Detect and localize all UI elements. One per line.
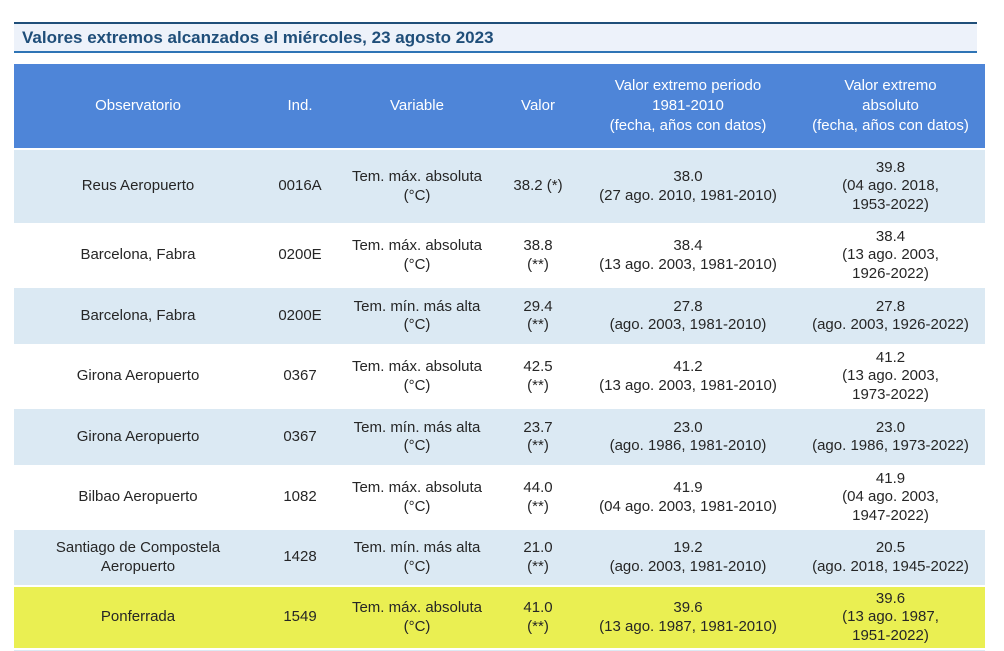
cell-valor-extremo-absoluto: 23.0 (ago. 1986, 1973-2022): [796, 409, 985, 465]
cell-valor: 42.5 (**): [496, 346, 580, 407]
cell-variable: Tem. mín. más alta (°C): [338, 530, 496, 585]
cell-observatorio: Reus Aeropuerto: [14, 150, 262, 223]
cell-valor-extremo-periodo: 39.6 (13 ago. 1987, 1981-2010): [580, 587, 796, 648]
extremes-table: Observatorio Ind. Variable Valor Valor e…: [14, 62, 985, 651]
col-header-variable: Variable: [338, 64, 496, 148]
table-row: Bilbao Aeropuerto 1082 Tem. máx. absolut…: [14, 467, 985, 528]
cell-valor-extremo-periodo: 41.2 (13 ago. 2003, 1981-2010): [580, 346, 796, 407]
cell-valor-extremo-absoluto: 20.5 (ago. 2018, 1945-2022): [796, 530, 985, 585]
col-header-valor-extremo-absoluto: Valor extremo absoluto (fecha, años con …: [796, 64, 985, 148]
cell-ind: 0200E: [262, 288, 338, 344]
cell-valor: 41.0 (**): [496, 587, 580, 648]
cell-valor-extremo-periodo: 38.0 (27 ago. 2010, 1981-2010): [580, 150, 796, 223]
col-header-valor-extremo-periodo: Valor extremo periodo 1981-2010 (fecha, …: [580, 64, 796, 148]
table-row: Santiago de Compostela Aeropuerto 1428 T…: [14, 530, 985, 585]
cell-variable: Tem. mín. más alta (°C): [338, 409, 496, 465]
col-header-valor: Valor: [496, 64, 580, 148]
cell-valor-extremo-absoluto: 27.8 (ago. 2003, 1926-2022): [796, 288, 985, 344]
cell-valor-extremo-absoluto: 41.2 (13 ago. 2003, 1973-2022): [796, 346, 985, 407]
table-row: Barcelona, Fabra 0200E Tem. máx. absolut…: [14, 225, 985, 286]
cell-valor: 21.0 (**): [496, 530, 580, 585]
cell-valor-extremo-absoluto: 41.9 (04 ago. 2003, 1947-2022): [796, 467, 985, 528]
table-row: Girona Aeropuerto 0367 Tem. mín. más alt…: [14, 409, 985, 465]
cell-observatorio: Ponferrada: [14, 587, 262, 648]
cell-ind: 0200E: [262, 225, 338, 286]
cell-observatorio: Santiago de Compostela Aeropuerto: [14, 530, 262, 585]
cell-variable: Tem. máx. absoluta (°C): [338, 467, 496, 528]
cell-valor: 29.4 (**): [496, 288, 580, 344]
cell-variable: Tem. máx. absoluta (°C): [338, 150, 496, 223]
cell-observatorio: Girona Aeropuerto: [14, 346, 262, 407]
cell-valor-extremo-periodo: 27.8 (ago. 2003, 1981-2010): [580, 288, 796, 344]
cell-ind: 0367: [262, 346, 338, 407]
cell-variable: Tem. máx. absoluta (°C): [338, 225, 496, 286]
cell-observatorio: Barcelona, Fabra: [14, 225, 262, 286]
cell-ind: 1428: [262, 530, 338, 585]
cell-valor-extremo-periodo: 19.2 (ago. 2003, 1981-2010): [580, 530, 796, 585]
col-header-ind: Ind.: [262, 64, 338, 148]
cell-valor-extremo-absoluto: 38.4 (13 ago. 2003, 1926-2022): [796, 225, 985, 286]
cell-variable: Tem. máx. absoluta (°C): [338, 346, 496, 407]
table-row: Girona Aeropuerto 0367 Tem. máx. absolut…: [14, 346, 985, 407]
cell-valor: 38.2 (*): [496, 150, 580, 223]
cell-valor-extremo-periodo: 23.0 (ago. 1986, 1981-2010): [580, 409, 796, 465]
cell-valor-extremo-absoluto: 39.8 (04 ago. 2018, 1953-2022): [796, 150, 985, 223]
cell-variable: Tem. mín. más alta (°C): [338, 288, 496, 344]
cell-observatorio: Girona Aeropuerto: [14, 409, 262, 465]
cell-observatorio: Barcelona, Fabra: [14, 288, 262, 344]
table-row: Reus Aeropuerto 0016A Tem. máx. absoluta…: [14, 150, 985, 223]
cell-valor: 23.7 (**): [496, 409, 580, 465]
table-header-row: Observatorio Ind. Variable Valor Valor e…: [14, 64, 985, 148]
cell-observatorio: Bilbao Aeropuerto: [14, 467, 262, 528]
cell-variable: Tem. máx. absoluta (°C): [338, 587, 496, 648]
cell-ind: 1082: [262, 467, 338, 528]
cell-valor-extremo-absoluto: 39.6 (13 ago. 1987, 1951-2022): [796, 587, 985, 648]
cell-ind: 0016A: [262, 150, 338, 223]
cell-valor: 38.8 (**): [496, 225, 580, 286]
cell-ind: 0367: [262, 409, 338, 465]
col-header-observatorio: Observatorio: [14, 64, 262, 148]
table-row-highlighted: Ponferrada 1549 Tem. máx. absoluta (°C) …: [14, 587, 985, 648]
cell-valor: 44.0 (**): [496, 467, 580, 528]
cell-valor-extremo-periodo: 41.9 (04 ago. 2003, 1981-2010): [580, 467, 796, 528]
cell-ind: 1549: [262, 587, 338, 648]
table-row: Barcelona, Fabra 0200E Tem. mín. más alt…: [14, 288, 985, 344]
cell-valor-extremo-periodo: 38.4 (13 ago. 2003, 1981-2010): [580, 225, 796, 286]
page-title: Valores extremos alcanzados el miércoles…: [14, 22, 977, 53]
